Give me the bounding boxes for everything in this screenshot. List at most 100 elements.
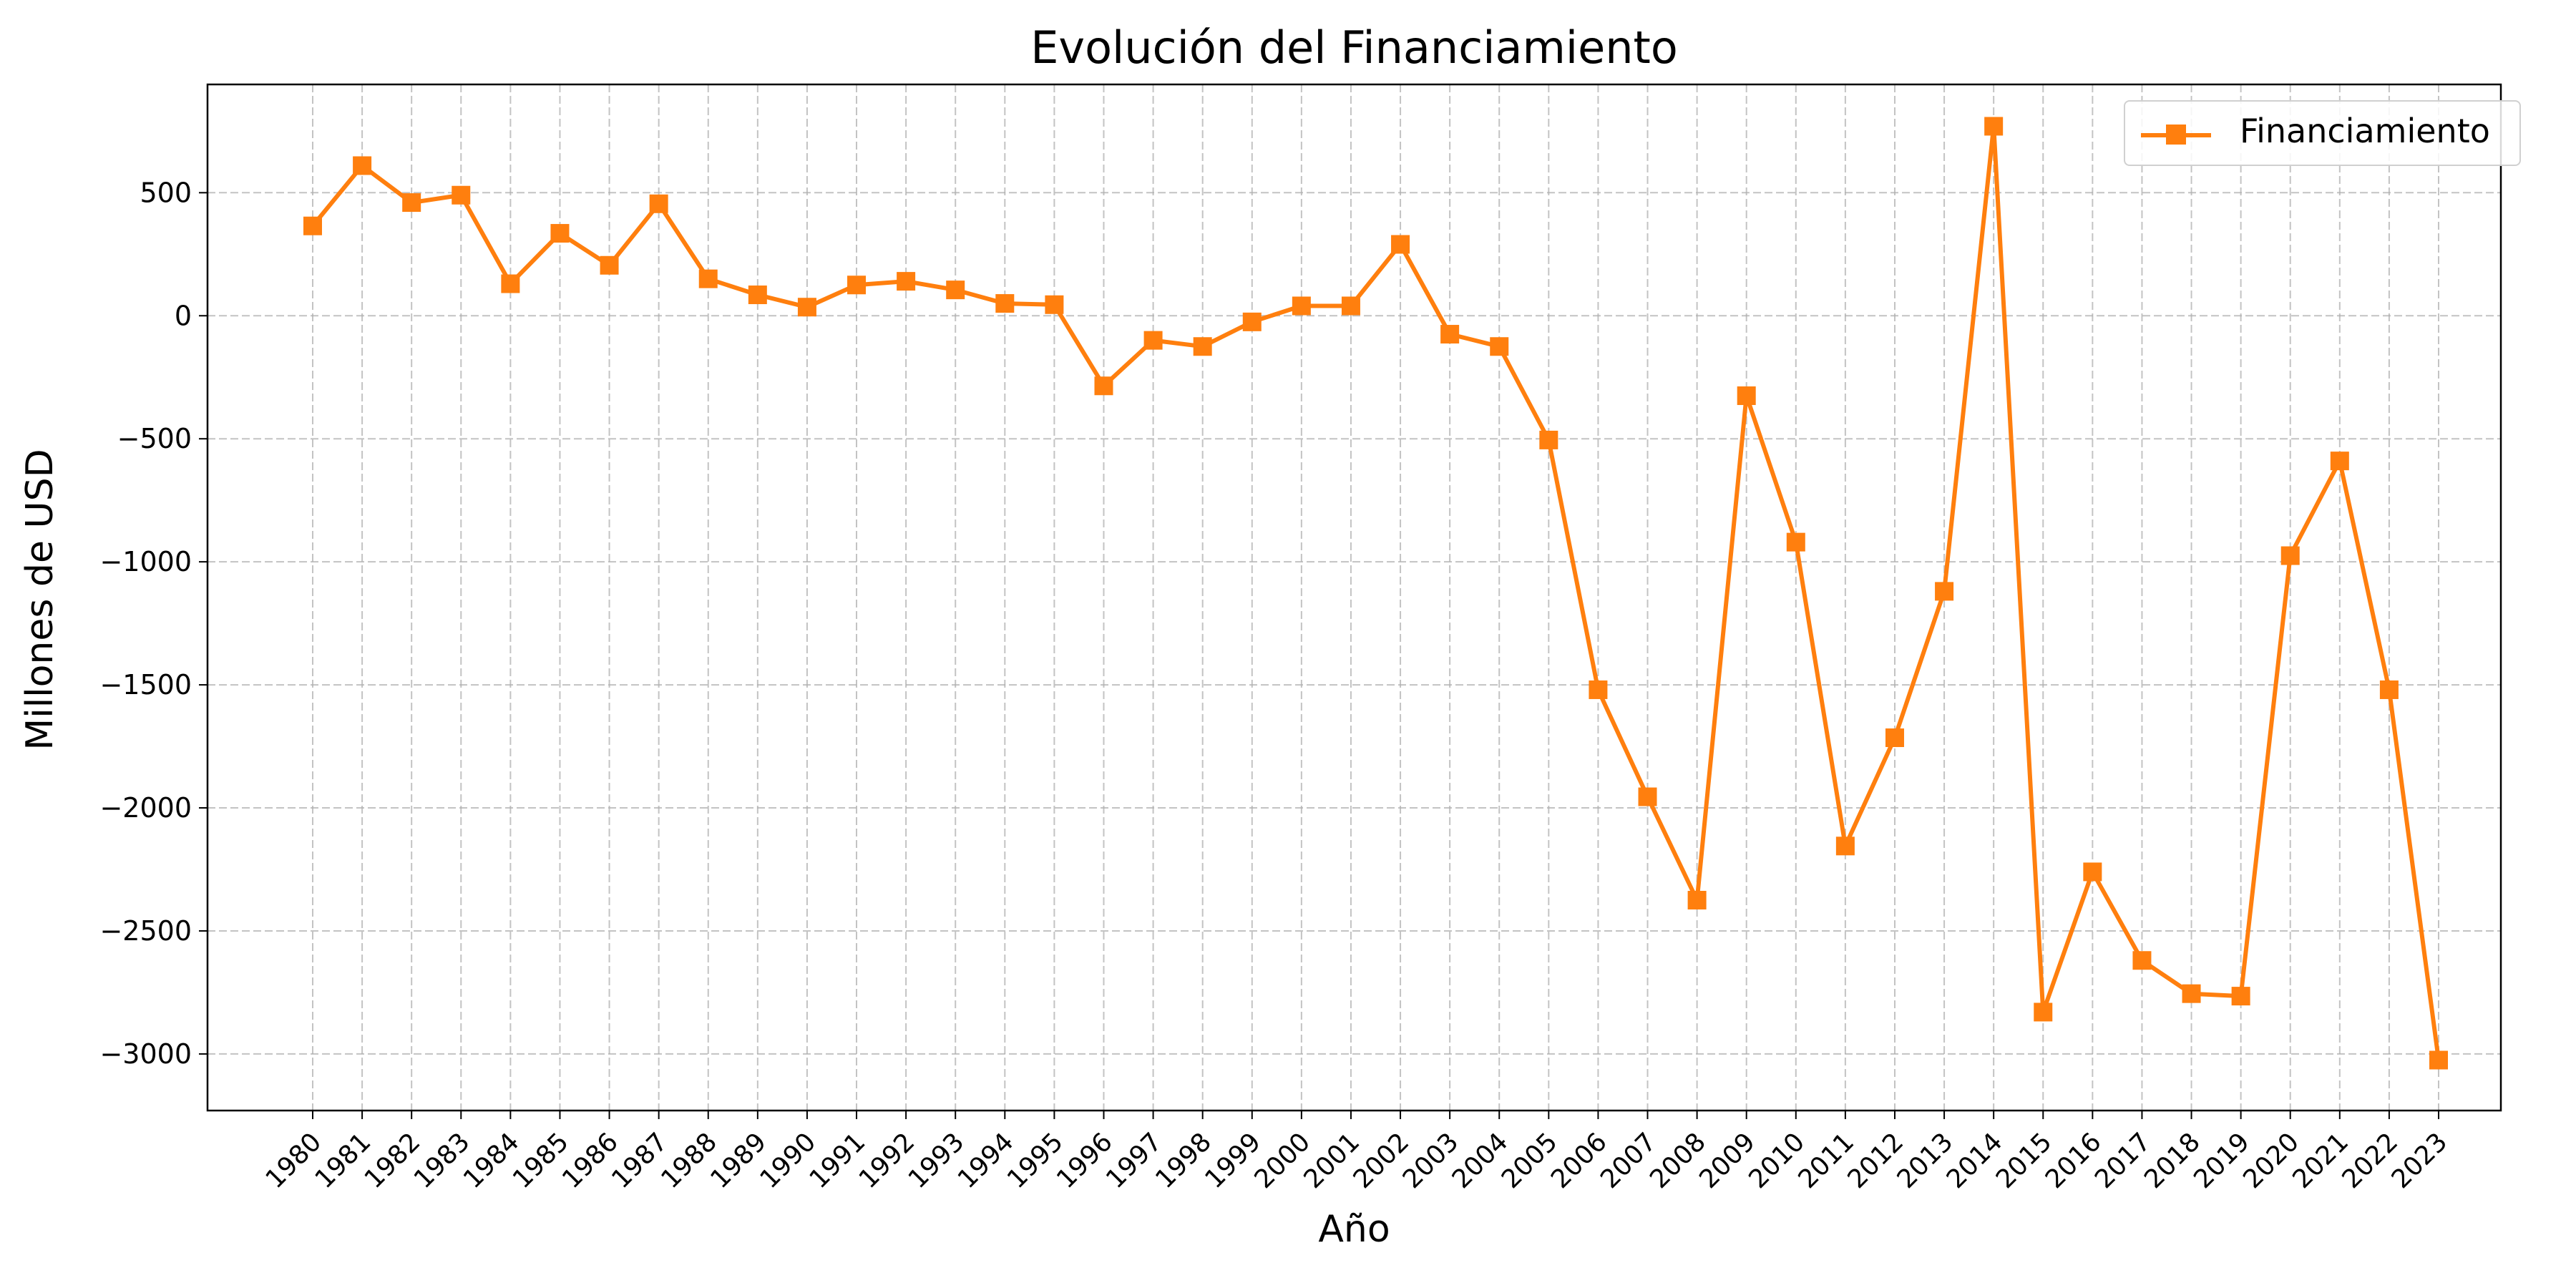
x-tick-label: 2006 [1546, 1127, 1613, 1194]
x-tick-label: 1989 [705, 1127, 772, 1194]
x-tick-label: 2000 [1249, 1127, 1316, 1194]
data-point [698, 269, 718, 288]
data-point [2379, 680, 2399, 699]
x-tick-label: 1988 [655, 1127, 723, 1194]
data-point [995, 294, 1015, 313]
y-tick-label: 0 [175, 300, 192, 331]
data-point [1935, 582, 1954, 601]
series-line-financiamiento [311, 124, 2441, 1060]
x-tick-label: 2021 [2287, 1127, 2354, 1194]
y-tick-label: −1500 [99, 669, 192, 701]
x-tick-label: 2015 [1991, 1127, 2058, 1194]
data-point [1539, 430, 1558, 449]
data-point [946, 280, 965, 300]
data-point [897, 272, 916, 291]
data-point [1638, 787, 1657, 806]
x-tick-label: 2013 [1892, 1127, 1959, 1194]
x-tick-label: 1981 [310, 1127, 377, 1194]
x-tick-label: 2004 [1447, 1127, 1514, 1194]
data-point [600, 255, 619, 275]
data-point [501, 274, 520, 293]
data-point [1440, 325, 1460, 344]
x-tick-label: 1984 [458, 1127, 525, 1194]
x-tick-label: 1990 [755, 1127, 822, 1194]
data-point [2182, 984, 2201, 1003]
x-tick-label: 2023 [2386, 1127, 2454, 1194]
data-point [1242, 312, 1262, 331]
series-line [311, 124, 2441, 1060]
data-point [452, 185, 471, 205]
x-tick-label: 1992 [854, 1127, 921, 1194]
data-point [1737, 386, 1756, 406]
x-tick-label: 2022 [2336, 1127, 2404, 1194]
grid [208, 84, 2501, 1111]
data-point [550, 224, 570, 243]
data-point [1094, 376, 1113, 396]
y-tick-label: −500 [117, 423, 192, 454]
legend-label: Financiamiento [2240, 112, 2490, 150]
data-point [1490, 337, 1509, 356]
x-tick-label: 1985 [507, 1127, 575, 1194]
data-point [748, 286, 767, 305]
y-tick-label: −2000 [99, 792, 192, 824]
data-point [649, 194, 668, 213]
x-tick-label: 2007 [1595, 1127, 1662, 1194]
data-point [2330, 452, 2349, 471]
data-point [1786, 532, 1805, 552]
data-point [2429, 1050, 2448, 1070]
x-tick-label: 1982 [359, 1127, 426, 1194]
x-tick-label: 1995 [1002, 1127, 1069, 1194]
x-axis-label: Año [1318, 1208, 1390, 1251]
x-tick-label: 2020 [2238, 1127, 2305, 1194]
x-tick-label: 2008 [1644, 1127, 1712, 1194]
x-tick-label: 2009 [1694, 1127, 1761, 1194]
data-point [1589, 680, 1608, 699]
y-tick-label: −3000 [99, 1038, 192, 1070]
data-point [1984, 117, 2004, 136]
x-tick-label: 2012 [1843, 1127, 1910, 1194]
data-point [1045, 295, 1064, 314]
legend-marker [2166, 125, 2186, 145]
data-point [1341, 296, 1360, 316]
x-tick-label: 1997 [1101, 1127, 1168, 1194]
data-point [797, 298, 816, 317]
y-tick-label: −2500 [99, 915, 192, 947]
x-tick-label: 2010 [1743, 1127, 1810, 1194]
data-point [1143, 331, 1163, 350]
data-point [1885, 728, 1904, 748]
x-tick-label: 2016 [2040, 1127, 2107, 1194]
data-point [1687, 890, 1707, 909]
plot-frame [206, 83, 2502, 1112]
x-tick-label: 1986 [557, 1127, 624, 1194]
data-point [1193, 337, 1212, 356]
x-tick-label: 1996 [1051, 1127, 1118, 1194]
data-point [2132, 951, 2152, 970]
axes [199, 83, 2502, 1119]
data-point [1391, 235, 1410, 254]
x-tick-label: 2002 [1348, 1127, 1415, 1194]
data-point [2231, 987, 2250, 1006]
y-tick-label: −1000 [99, 546, 192, 577]
data-point [2083, 862, 2102, 882]
x-tick-label: 2019 [2188, 1127, 2255, 1194]
x-tick-label: 2005 [1496, 1127, 1563, 1194]
x-tick-label: 1983 [409, 1127, 476, 1194]
x-tick-label: 2003 [1397, 1127, 1465, 1194]
tick-labels: 1980198119821983198419851986198719881989… [99, 177, 2453, 1194]
x-tick-label: 2017 [2089, 1127, 2157, 1194]
x-tick-label: 1993 [903, 1127, 970, 1194]
series-markers [303, 117, 2448, 1070]
data-point [2034, 1002, 2053, 1022]
x-tick-label: 2011 [1792, 1127, 1860, 1194]
chart-title: Evolución del Financiamiento [1030, 21, 1678, 74]
x-tick-label: 2014 [1941, 1127, 2009, 1194]
data-point [847, 275, 867, 295]
data-point [303, 216, 322, 235]
data-point [1835, 836, 1855, 856]
x-tick-label: 1991 [804, 1127, 872, 1194]
data-point [1292, 296, 1311, 316]
x-tick-label: 2018 [2139, 1127, 2206, 1194]
x-tick-label: 2001 [1299, 1127, 1366, 1194]
